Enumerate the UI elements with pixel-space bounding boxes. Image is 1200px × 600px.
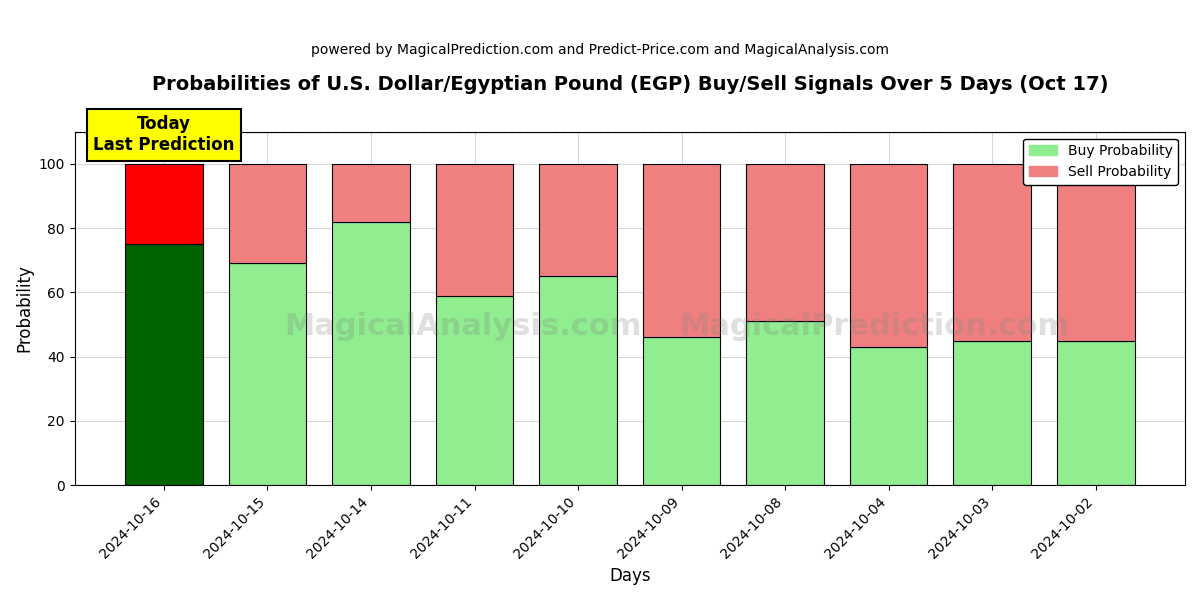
Bar [850, 164, 928, 347]
Bar [125, 244, 203, 485]
X-axis label: Days: Days [610, 567, 650, 585]
Text: Today
Last Prediction: Today Last Prediction [94, 115, 235, 154]
Bar [229, 263, 306, 485]
Bar [436, 296, 514, 485]
Bar [746, 164, 824, 321]
Legend: Buy Probability, Sell Probability: Buy Probability, Sell Probability [1024, 139, 1178, 185]
Bar [953, 341, 1031, 485]
Text: MagicalAnalysis.com: MagicalAnalysis.com [284, 311, 642, 341]
Bar [332, 221, 410, 485]
Bar [125, 164, 203, 244]
Text: MagicalPrediction.com: MagicalPrediction.com [679, 311, 1069, 341]
Bar [436, 164, 514, 296]
Text: powered by MagicalPrediction.com and Predict-Price.com and MagicalAnalysis.com: powered by MagicalPrediction.com and Pre… [311, 43, 889, 57]
Bar [229, 164, 306, 263]
Bar [643, 164, 720, 337]
Bar [643, 337, 720, 485]
Title: Probabilities of U.S. Dollar/Egyptian Pound (EGP) Buy/Sell Signals Over 5 Days (: Probabilities of U.S. Dollar/Egyptian Po… [151, 75, 1108, 94]
Bar [1057, 164, 1134, 341]
Bar [539, 164, 617, 276]
Bar [850, 347, 928, 485]
Bar [1057, 341, 1134, 485]
Y-axis label: Probability: Probability [16, 265, 34, 352]
Bar [539, 276, 617, 485]
Bar [332, 164, 410, 221]
Bar [746, 321, 824, 485]
Bar [953, 164, 1031, 341]
